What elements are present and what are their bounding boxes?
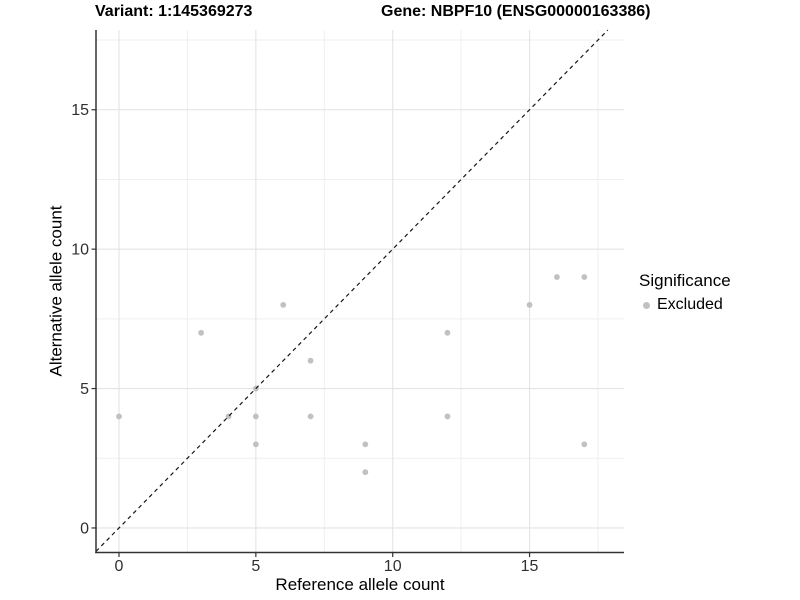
scatter-point <box>362 441 369 448</box>
y-tick-label: 10 <box>71 242 89 259</box>
scatter-point <box>280 302 287 308</box>
y-tick-label: 15 <box>71 102 89 119</box>
scatter-point <box>307 413 314 420</box>
plot-title-variant: Variant: 1:145369273 <box>95 3 253 20</box>
scatter-point <box>444 329 451 336</box>
scatter-point <box>307 357 314 364</box>
legend-title: Significance <box>639 271 731 290</box>
scatter-point <box>362 469 369 476</box>
y-tick-label: 0 <box>80 520 89 537</box>
legend-entry-label: Excluded <box>657 296 723 313</box>
x-axis-title: Reference allele count <box>275 575 445 594</box>
x-tick-label: 10 <box>384 558 402 575</box>
scatter-point <box>581 274 588 280</box>
scatter-point <box>198 329 205 336</box>
scatter-point <box>252 413 259 420</box>
x-tick-label: 0 <box>115 558 124 575</box>
scatter-point <box>526 302 533 308</box>
x-tick-label: 5 <box>251 558 260 575</box>
scatter-point <box>444 413 451 420</box>
plot-title-gene: Gene: NBPF10 (ENSG00000163386) <box>381 3 651 20</box>
legend-point-icon <box>643 301 650 309</box>
scatter-point <box>554 274 560 280</box>
scatter-point <box>116 413 122 420</box>
legend: Significance Excluded <box>639 272 731 313</box>
scatter-point <box>581 441 588 448</box>
y-axis-title: Alternative allele count <box>46 205 66 377</box>
y-tick-label: 5 <box>80 381 89 398</box>
scatter-point <box>252 441 259 448</box>
legend-entry-excluded: Excluded <box>639 297 731 313</box>
x-tick-label: 15 <box>521 558 539 575</box>
identity-line <box>95 29 609 552</box>
